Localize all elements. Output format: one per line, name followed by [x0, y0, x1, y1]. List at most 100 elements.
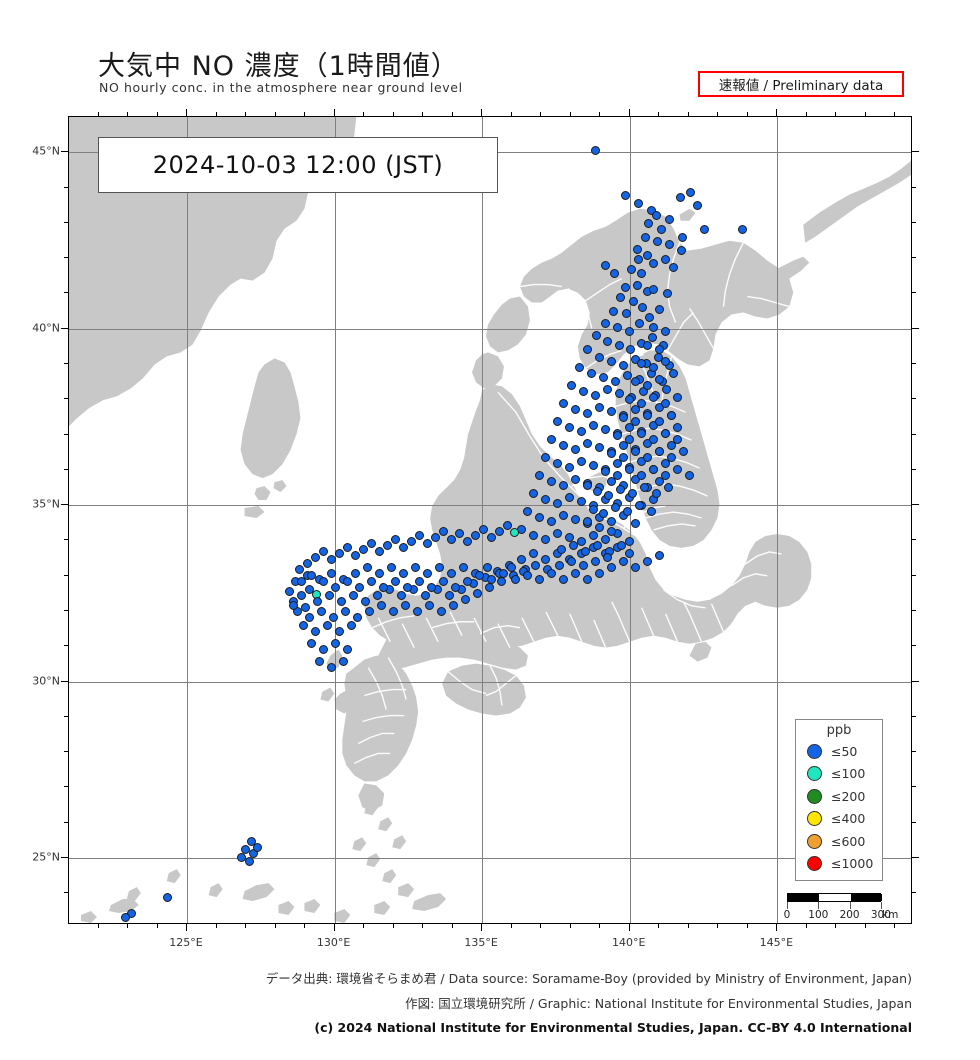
station-marker[interactable] [346, 620, 356, 630]
station-marker[interactable] [434, 562, 444, 572]
station-marker[interactable] [648, 362, 658, 372]
station-marker[interactable] [342, 644, 352, 654]
station-marker[interactable] [236, 852, 246, 862]
station-marker[interactable] [660, 458, 670, 468]
station-marker[interactable] [576, 496, 586, 506]
station-marker[interactable] [582, 574, 592, 584]
station-marker[interactable] [522, 506, 532, 516]
station-marker[interactable] [528, 530, 538, 540]
station-marker[interactable] [240, 844, 250, 854]
station-marker[interactable] [570, 474, 580, 484]
station-marker[interactable] [424, 600, 434, 610]
station-marker[interactable] [302, 558, 312, 568]
station-marker[interactable] [637, 302, 647, 312]
station-marker[interactable] [296, 590, 306, 600]
station-marker[interactable] [602, 336, 612, 346]
station-marker[interactable] [438, 576, 448, 586]
station-marker[interactable] [400, 600, 410, 610]
station-marker[interactable] [625, 344, 635, 354]
station-marker[interactable] [654, 374, 664, 384]
station-marker[interactable] [676, 245, 686, 255]
station-marker[interactable] [615, 484, 625, 494]
station-marker[interactable] [522, 570, 532, 580]
station-marker[interactable] [310, 626, 320, 636]
station-marker[interactable] [640, 232, 650, 242]
station-marker[interactable] [284, 586, 294, 596]
station-marker[interactable] [534, 470, 544, 480]
station-marker[interactable] [484, 582, 494, 592]
station-marker[interactable] [660, 356, 670, 366]
station-marker[interactable] [342, 542, 352, 552]
station-marker[interactable] [618, 556, 628, 566]
station-marker[interactable] [591, 330, 601, 340]
station-marker[interactable] [374, 546, 384, 556]
legend-item-100[interactable]: ≤100 [796, 763, 882, 786]
station-marker[interactable] [474, 570, 484, 580]
station-marker[interactable] [600, 260, 610, 270]
station-marker[interactable] [576, 536, 586, 546]
station-marker[interactable] [672, 434, 682, 444]
station-marker[interactable] [372, 590, 382, 600]
station-marker[interactable] [576, 456, 586, 466]
station-marker[interactable] [606, 526, 616, 536]
station-marker[interactable] [558, 440, 568, 450]
station-marker[interactable] [648, 434, 658, 444]
station-marker[interactable] [600, 318, 610, 328]
station-marker[interactable] [552, 458, 562, 468]
station-marker[interactable] [606, 562, 616, 572]
station-marker[interactable] [334, 548, 344, 558]
station-marker[interactable] [654, 476, 664, 486]
station-marker[interactable] [737, 224, 747, 234]
station-marker[interactable] [586, 368, 596, 378]
station-marker[interactable] [540, 494, 550, 504]
station-marker[interactable] [648, 464, 658, 474]
station-marker[interactable] [620, 282, 630, 292]
station-marker[interactable] [678, 446, 688, 456]
station-marker[interactable] [570, 568, 580, 578]
station-marker[interactable] [486, 532, 496, 542]
station-marker[interactable] [298, 620, 308, 630]
station-marker[interactable] [622, 506, 632, 516]
station-marker[interactable] [603, 490, 613, 500]
station-marker[interactable] [636, 398, 646, 408]
station-marker[interactable] [636, 358, 646, 368]
station-marker[interactable] [624, 434, 634, 444]
station-marker[interactable] [304, 612, 314, 622]
station-marker[interactable] [436, 606, 446, 616]
station-marker[interactable] [624, 548, 634, 558]
station-marker[interactable] [630, 376, 640, 386]
station-marker[interactable] [648, 284, 658, 294]
station-marker[interactable] [546, 434, 556, 444]
station-marker[interactable] [580, 546, 590, 556]
station-marker[interactable] [540, 452, 550, 462]
station-marker[interactable] [314, 656, 324, 666]
station-marker[interactable] [354, 582, 364, 592]
station-marker[interactable] [350, 550, 360, 560]
station-marker[interactable] [388, 606, 398, 616]
station-marker[interactable] [644, 312, 654, 322]
station-marker[interactable] [618, 440, 628, 450]
station-marker[interactable] [647, 332, 657, 342]
station-marker[interactable] [651, 488, 661, 498]
station-marker[interactable] [318, 644, 328, 654]
station-marker[interactable] [578, 386, 588, 396]
station-marker[interactable] [448, 600, 458, 610]
station-marker[interactable] [376, 600, 386, 610]
station-marker[interactable] [652, 236, 662, 246]
station-marker[interactable] [482, 562, 492, 572]
station-marker[interactable] [608, 306, 618, 316]
station-marker[interactable] [472, 588, 482, 598]
station-marker[interactable] [120, 912, 130, 922]
station-marker[interactable] [312, 596, 322, 606]
station-marker[interactable] [444, 590, 454, 600]
station-marker[interactable] [570, 514, 580, 524]
station-marker[interactable] [606, 406, 616, 416]
station-marker[interactable] [410, 562, 420, 572]
station-marker[interactable] [592, 486, 602, 496]
legend-item-600[interactable]: ≤600 [796, 830, 882, 853]
station-marker[interactable] [546, 476, 556, 486]
station-marker[interactable] [660, 326, 670, 336]
station-marker[interactable] [382, 540, 392, 550]
station-marker[interactable] [639, 482, 649, 492]
station-marker[interactable] [398, 568, 408, 578]
